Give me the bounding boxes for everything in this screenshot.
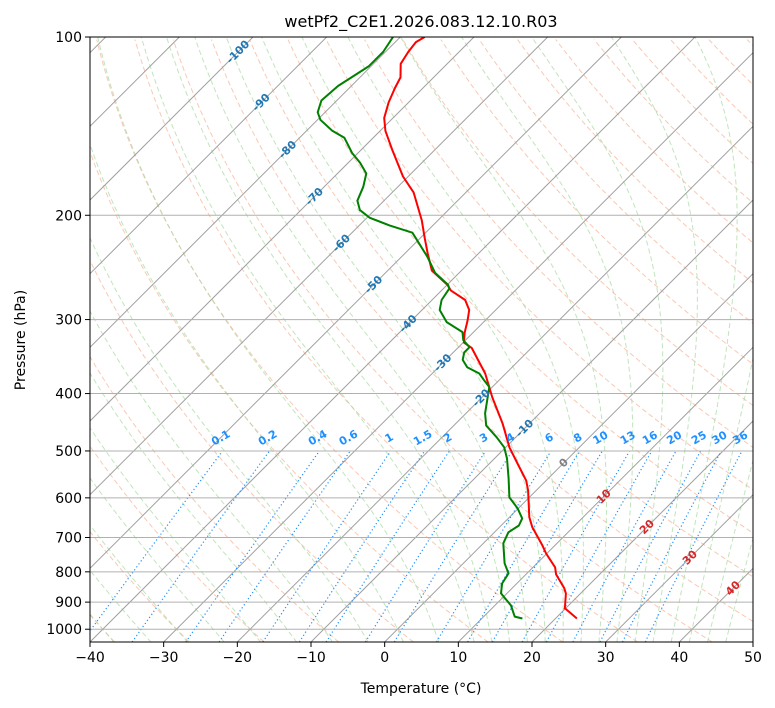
- x-tick-label: 40: [670, 650, 688, 666]
- y-tick-label: 700: [55, 530, 82, 546]
- x-tick-label: −20: [223, 650, 253, 666]
- isotherm: [384, 272, 753, 642]
- mixing-ratio-line: [545, 451, 653, 642]
- y-tick-label: 100: [55, 30, 82, 46]
- mixing-ratio-line: [491, 451, 603, 642]
- dry-adiabat: [325, 39, 753, 491]
- x-tick-label: 50: [744, 650, 762, 666]
- y-tick-label: 400: [55, 387, 82, 403]
- x-tick-label: −30: [149, 650, 179, 666]
- isotherm: [90, 37, 328, 275]
- x-tick-label: −10: [296, 650, 326, 666]
- mixing-ratio-line: [644, 451, 743, 642]
- chart-title: wetPf2_C2E1.2026.083.12.10.R03: [284, 12, 557, 32]
- mixing-ratio-line: [298, 451, 425, 642]
- moist-adiabat: [194, 37, 511, 642]
- moist-adiabat: [90, 426, 262, 642]
- x-axis-label: Temperature (°C): [360, 681, 482, 697]
- moist-adiabat: [90, 236, 369, 642]
- mixing-ratio-line: [572, 451, 677, 642]
- moist-adiabat: [261, 37, 546, 642]
- isotherm: [90, 37, 254, 201]
- x-tick-label: 30: [597, 650, 615, 666]
- x-tick-label: 0: [380, 650, 389, 666]
- dewpoint-line: [316, 37, 524, 620]
- x-tick-label: 10: [449, 650, 467, 666]
- isotherm: [236, 125, 753, 642]
- moist-adiabat: [97, 37, 440, 642]
- isotherm: [90, 37, 622, 570]
- moist-adiabat: [166, 37, 493, 642]
- mixing-ratio-line: [262, 451, 391, 642]
- dry-adiabat: [90, 259, 414, 642]
- moist-adiabat: [301, 37, 564, 642]
- mixing-ratio-line: [325, 451, 450, 642]
- isotherm: [531, 420, 753, 642]
- moist-adiabat: [725, 536, 753, 642]
- isotherm: [90, 37, 696, 642]
- moist-adiabat: [90, 372, 298, 642]
- dry-adiabat: [134, 39, 638, 642]
- mixing-ratio-line: [521, 451, 630, 642]
- mixing-ratio-line: [621, 451, 722, 642]
- y-tick-label: 300: [55, 313, 82, 329]
- dry-adiabat: [210, 39, 753, 623]
- moist-adiabat: [225, 37, 528, 642]
- moist-adiabat: [610, 37, 698, 642]
- dry-adiabat: [90, 530, 190, 642]
- isotherm: [457, 346, 753, 642]
- y-tick-label: 800: [55, 565, 82, 581]
- temperature-line: [383, 37, 578, 620]
- isotherm: [90, 37, 475, 422]
- dry-adiabat: [90, 355, 340, 642]
- moist-adiabat: [140, 37, 475, 642]
- dry-adiabat: [90, 445, 265, 642]
- y-tick-label: 1000: [46, 622, 82, 638]
- isotherm: [605, 493, 753, 642]
- dry-adiabat: [90, 150, 489, 642]
- isotherm: [90, 37, 549, 496]
- y-axis-label: Pressure (hPa): [13, 290, 29, 390]
- mixing-ratio-line: [218, 451, 351, 642]
- dry-adiabat: [249, 39, 753, 578]
- isotherm: [310, 199, 753, 642]
- dry-adiabat: [440, 39, 753, 365]
- pressure-gridlines: [90, 37, 753, 630]
- isotherm: [90, 37, 401, 349]
- y-tick-label: 200: [55, 208, 82, 224]
- moist-adiabat: [90, 310, 333, 642]
- moist-adiabat: [670, 37, 738, 642]
- moist-adiabat: [531, 37, 664, 642]
- dry-adiabat: [517, 39, 753, 284]
- mixing-ratio-line: [467, 451, 580, 642]
- y-tick-label: 500: [55, 444, 82, 460]
- plot-frame: [89, 36, 754, 643]
- moist-adiabat: [461, 37, 634, 642]
- x-tick-label: 20: [523, 650, 541, 666]
- background-lines: [90, 37, 753, 642]
- moist-adiabat: [400, 37, 607, 642]
- isotherm: [163, 51, 753, 642]
- y-tick-label: 600: [55, 491, 82, 507]
- x-tick-label: −40: [75, 650, 105, 666]
- dry-adiabat: [402, 39, 753, 407]
- y-tick-label: 900: [55, 595, 82, 611]
- mixing-ratio-line: [90, 451, 223, 632]
- axes: −40 −30 −20 −10 0 10 20 30 40 50 100 200 300 400 500 60…: [46, 30, 762, 666]
- moist-adiabat: [706, 458, 753, 642]
- moist-adiabat: [90, 142, 404, 642]
- moist-adiabat: [688, 356, 753, 642]
- dry-adiabat: [172, 39, 713, 642]
- mixing-ratio-line: [599, 451, 701, 642]
- profile-lines: [316, 37, 578, 620]
